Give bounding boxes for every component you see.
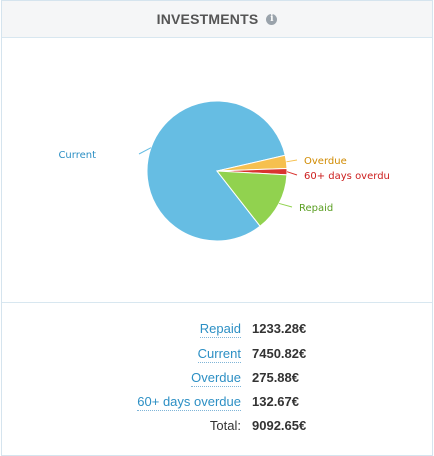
pie-slice-current[interactable] <box>146 100 286 242</box>
current-link[interactable]: Current <box>197 346 241 363</box>
pie-chart-area: Current Overdue 60+ days overdu Repaid <box>2 38 432 300</box>
sixty-plus-overdue-value: 132.67€ <box>252 394 299 409</box>
investments-pie-chart: Current Overdue 60+ days overdu Repaid <box>58 100 390 242</box>
pie-slice-repaid[interactable] <box>215 170 288 227</box>
info-icon[interactable]: i <box>266 13 278 25</box>
sixty-plus-overdue-link[interactable]: 60+ days overdue <box>137 394 241 411</box>
total-label: Total: <box>209 418 241 433</box>
total-value: 9092.65€ <box>252 418 307 433</box>
pie-label-current-connector <box>138 147 152 155</box>
overdue-link[interactable]: Overdue <box>191 370 241 387</box>
current-value: 7450.82€ <box>252 346 307 361</box>
pie-label-60plus-overdue: 60+ days overdu <box>304 171 390 182</box>
widget-header: INVESTMENTS i <box>2 1 432 38</box>
section-divider <box>2 302 432 303</box>
pie-label-current: Current <box>58 150 96 161</box>
pie-label-repaid: Repaid <box>299 203 333 214</box>
widget-title: INVESTMENTS <box>156 11 259 27</box>
overdue-value: 275.88€ <box>252 370 299 385</box>
summary-row-60plus-overdue: 60+ days overdue 132.67€ <box>2 394 432 414</box>
repaid-link[interactable]: Repaid <box>199 321 241 338</box>
pie-label-overdue: Overdue <box>304 156 347 167</box>
pie-label-overdue-connector <box>286 159 298 163</box>
repaid-value: 1233.28€ <box>252 321 307 336</box>
pie-label-60plus-overdue-connector <box>286 171 298 176</box>
summary-row-overdue: Overdue 275.88€ <box>2 370 432 390</box>
investment-summary: Repaid 1233.28€ Current 7450.82€ Overdue… <box>2 303 432 453</box>
pie-label-repaid-connector <box>278 202 293 208</box>
summary-row-current: Current 7450.82€ <box>2 346 432 366</box>
summary-row-total: Total: 9092.65€ <box>2 418 432 438</box>
summary-row-repaid: Repaid 1233.28€ <box>2 321 432 341</box>
